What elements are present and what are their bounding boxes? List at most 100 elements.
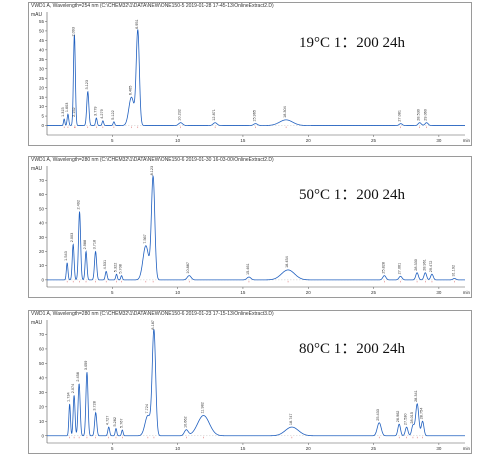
peak-rt-label: 28.341 (414, 390, 418, 402)
peak-rt-label: 3.123 (85, 80, 89, 90)
peak-rt-label: 7.567 (143, 234, 147, 244)
peak-rt-label: 10.232 (178, 109, 182, 121)
y-tick-label: 45 (39, 38, 45, 43)
peak-rt-label: 15.461 (246, 263, 250, 275)
y-tick-label: 10 (39, 104, 45, 109)
y-tick-label: 10 (39, 419, 45, 424)
peak-rt-label: 1.315 (61, 107, 65, 117)
y-tick-label: 15 (39, 95, 45, 100)
peak-rt-label: 25.433 (376, 409, 380, 421)
chromatogram-trace (47, 329, 465, 437)
peak-rt-label: 3.728 (93, 401, 97, 411)
chromatogram-panel-19c: VWD1 A, Wavelength=254 nm (C:\CHEM32\1\D… (28, 2, 472, 146)
peak-rt-label: 2.988 (83, 240, 87, 250)
y-tick-label: 20 (39, 249, 45, 254)
peak-rt-label: 2.492 (77, 200, 81, 210)
peak-rt-label: 29.472 (429, 261, 433, 273)
peak-rt-label: 11.982 (201, 402, 205, 413)
y-tick-label: 30 (39, 235, 45, 240)
peak-rt-label: 6.951 (135, 19, 139, 29)
y-tick-label: 50 (39, 361, 45, 366)
chromatogram-trace (47, 29, 465, 126)
peak-rt-label: 4.531 (103, 260, 107, 270)
y-tick-label: 0 (41, 123, 44, 128)
peak-rt-label: 2.074 (71, 384, 75, 394)
peak-rt-label: 3.779 (93, 106, 97, 116)
peak-rt-label: 28.754 (420, 408, 424, 420)
peak-rt-label: 28.015 (410, 412, 414, 424)
chromatogram-panel-80c: VWD1 A, Wavelength=280 nm (C:\CHEM32\1\D… (28, 310, 472, 454)
x-tick-label: 25 (371, 290, 377, 295)
peak-rt-label: 1.603 (65, 103, 69, 113)
peak-rt-label: 28.530 (417, 109, 421, 121)
peak-rt-label: 2.003 (70, 233, 74, 243)
peak-rt-label: 5.322 (114, 263, 118, 273)
x-tick-label: 5 (111, 138, 114, 143)
peak-rt-label: 2.152 (72, 107, 76, 117)
x-axis-label: min (463, 290, 471, 295)
peak-rt-label: 25.828 (381, 262, 385, 274)
x-tick-label: 20 (306, 290, 312, 295)
condition-label: 19°C 1：200 24h (299, 35, 406, 51)
y-tick-label: 20 (39, 404, 45, 409)
peak-rt-label: 4.727 (106, 416, 110, 426)
peak-rt-label: 18.747 (289, 413, 293, 425)
x-tick-label: 5 (111, 290, 114, 295)
y-tick-label: 0 (41, 433, 44, 438)
peak-rt-label: 5.767 (119, 418, 123, 428)
peak-rt-label: 3.718 (93, 240, 97, 250)
y-tick-label: 60 (39, 192, 45, 197)
peak-rt-label: 5.708 (119, 264, 123, 274)
panel-header: VWD1 A, Wavelength=280 nm (C:\CHEM32\1\D… (31, 311, 274, 317)
peak-rt-label: 2.458 (76, 372, 80, 382)
chromatogram-trace (47, 174, 465, 281)
y-tick-label: 50 (39, 29, 45, 34)
peak-rt-label: 27.530 (404, 413, 408, 425)
x-tick-label: 15 (240, 138, 246, 143)
x-tick-label: 30 (436, 446, 442, 451)
peak-rt-label: 27.061 (397, 263, 401, 275)
y-tick-label: 35 (39, 57, 45, 62)
peak-rt-label: 4.279 (100, 109, 104, 119)
x-tick-label: 20 (306, 138, 312, 143)
x-tick-label: 30 (436, 290, 442, 295)
peak-rt-label: 3.059 (84, 361, 88, 371)
x-tick-label: 15 (240, 446, 246, 451)
peak-rt-label: 31.192 (451, 265, 455, 277)
x-tick-label: 20 (306, 446, 312, 451)
y-tick-label: 55 (39, 19, 45, 24)
y-axis-label: mAU (31, 320, 43, 326)
y-axis-label: mAU (31, 166, 43, 172)
peak-rt-label: 1.543 (64, 251, 68, 261)
y-tick-label: 40 (39, 375, 45, 380)
peak-rt-label: 5.282 (113, 417, 117, 427)
y-tick-label: 20 (39, 85, 45, 90)
peak-rt-label: 1.734 (67, 392, 71, 402)
condition-label: 80°C 1：200 24h (299, 341, 406, 357)
peak-rt-label: 8.187 (151, 320, 155, 330)
x-tick-label: 10 (175, 290, 181, 295)
y-tick-label: 60 (39, 347, 45, 352)
peak-rt-label: 7.724 (145, 404, 149, 414)
y-tick-label: 0 (41, 277, 44, 282)
peak-rt-label: 28.961 (422, 259, 426, 271)
x-axis-label: min (463, 446, 471, 451)
peak-rt-label: 29.060 (424, 109, 428, 121)
peak-rt-label: 2.093 (71, 27, 75, 37)
y-tick-label: 30 (39, 390, 45, 395)
peak-rt-label: 18.454 (285, 256, 289, 268)
peak-rt-label: 15.965 (253, 110, 257, 122)
y-tick-label: 10 (39, 263, 45, 268)
y-tick-label: 50 (39, 206, 45, 211)
peak-rt-label: 18.304 (283, 106, 287, 118)
panel-header: VWD1 A, Wavelength=254 nm (C:\CHEM32\1\D… (31, 3, 274, 9)
y-tick-label: 30 (39, 66, 45, 71)
peak-rt-label: 6.465 (128, 86, 132, 96)
peak-rt-label: 28.330 (414, 259, 418, 271)
peak-rt-label: 26.962 (396, 411, 400, 423)
x-tick-label: 25 (371, 138, 377, 143)
x-tick-label: 5 (111, 446, 114, 451)
condition-label: 50°C 1：200 24h (299, 187, 406, 203)
